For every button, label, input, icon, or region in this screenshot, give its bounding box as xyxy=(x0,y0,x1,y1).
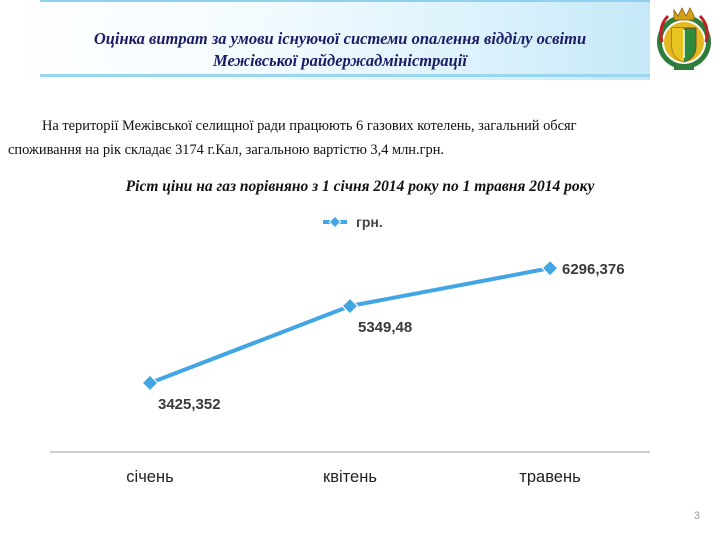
series-line-0 xyxy=(148,266,552,385)
page-number: 3 xyxy=(693,510,700,522)
header-band xyxy=(0,0,650,80)
data-point-0 xyxy=(141,374,159,392)
coat-of-arms-emblem xyxy=(652,2,716,76)
legend-series-label: грн. xyxy=(356,214,383,230)
x-tick-label-1: квітень xyxy=(323,468,377,486)
x-tick-label-2: травень xyxy=(519,468,580,486)
chart-legend: грн. xyxy=(322,212,383,232)
description-line-2: споживання на рік складає 3174 г.Кал, за… xyxy=(8,142,444,158)
description-line-1: На території Межівської селищної ради пр… xyxy=(42,118,577,134)
slide-title: Оцінка витрат за умови існуючої системи … xyxy=(40,28,640,72)
description-paragraph: На території Межівської селищної ради пр… xyxy=(8,114,688,162)
data-label-2: 6296,376 xyxy=(562,261,625,278)
data-point-1 xyxy=(341,297,359,315)
data-label-1: 5349,48 xyxy=(358,319,412,336)
header-underline xyxy=(40,74,650,77)
line-chart: січень квітень травень 3425,352 5349,48 6296,… xyxy=(50,259,650,486)
chart-title: Ріст ціни на газ порівняно з 1 січня 201… xyxy=(125,178,595,195)
data-point-2 xyxy=(541,259,559,277)
data-label-0: 3425,352 xyxy=(158,396,221,413)
x-tick-label-0: січень xyxy=(126,468,173,486)
slide-title-line-2: Межівської райдержадміністрації xyxy=(213,51,467,70)
slide-title-line-1: Оцінка витрат за умови існуючої системи … xyxy=(93,29,587,48)
legend-line-marker-icon xyxy=(323,215,347,229)
